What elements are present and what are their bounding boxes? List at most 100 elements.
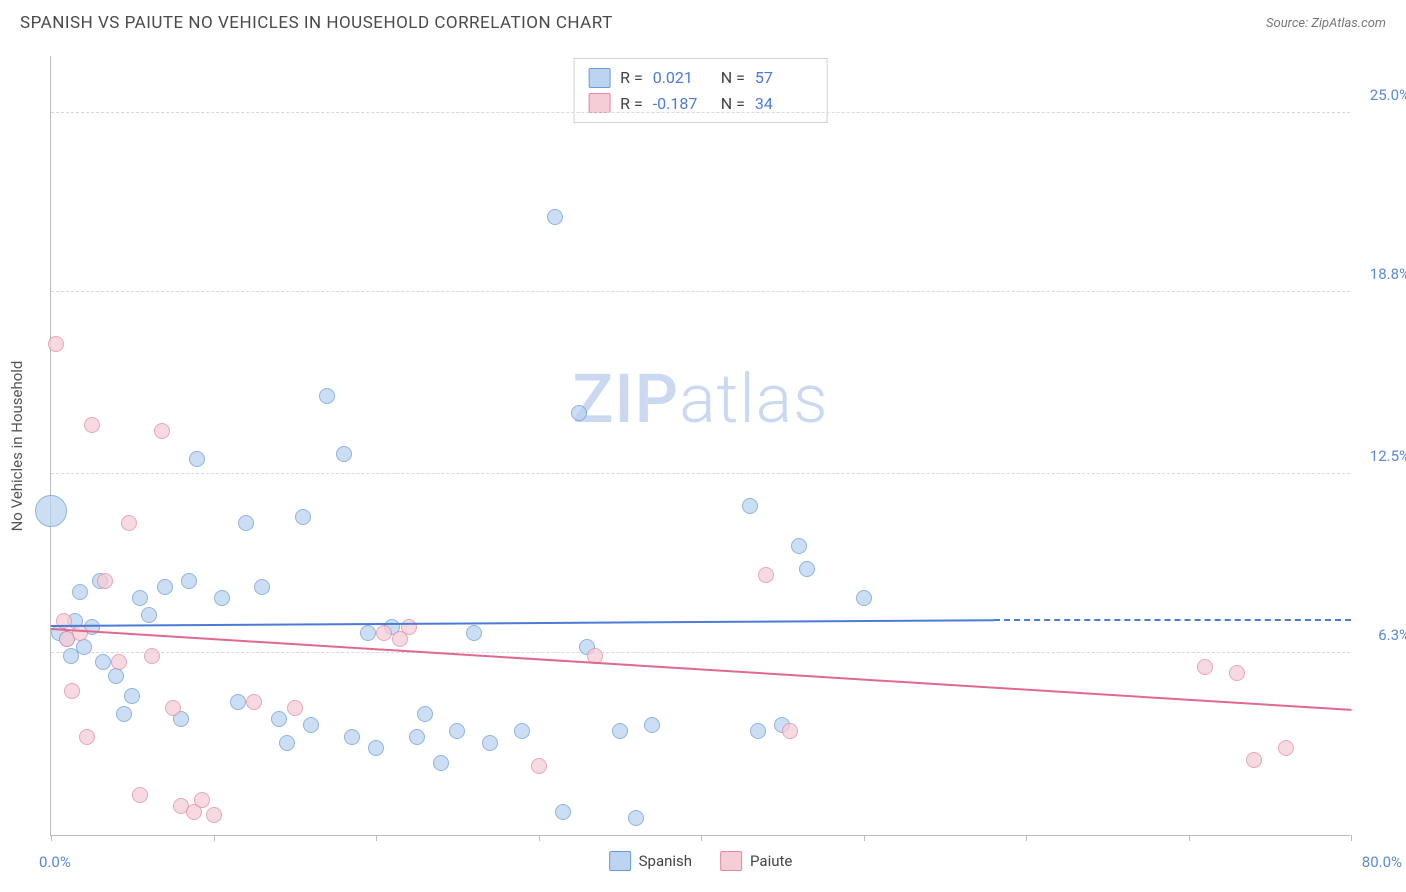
- gridline: [51, 112, 1350, 113]
- trendline: [994, 619, 1352, 621]
- data-point: [165, 700, 181, 716]
- data-point: [1197, 659, 1213, 675]
- data-point: [84, 417, 100, 433]
- data-point: [295, 509, 311, 525]
- series-legend: Spanish Paiute: [609, 851, 793, 871]
- data-point: [319, 388, 335, 404]
- data-point: [482, 735, 498, 751]
- data-point: [376, 625, 392, 641]
- r-value-spanish: 0.021: [653, 65, 711, 91]
- x-tick: [51, 835, 52, 841]
- data-point: [417, 706, 433, 722]
- gridline: [51, 291, 1350, 292]
- legend-swatch-icon: [720, 851, 742, 871]
- data-point: [791, 538, 807, 554]
- data-point: [64, 683, 80, 699]
- data-point: [154, 423, 170, 439]
- x-tick: [701, 835, 702, 841]
- data-point: [238, 515, 254, 531]
- data-point: [628, 810, 644, 826]
- y-tick-label: 25.0%: [1355, 86, 1406, 104]
- data-point: [401, 619, 417, 635]
- data-point: [612, 723, 628, 739]
- legend-swatch-icon: [609, 851, 631, 871]
- data-point: [230, 694, 246, 710]
- data-point: [72, 584, 88, 600]
- gridline: [51, 473, 1350, 474]
- data-point: [246, 694, 262, 710]
- data-point: [124, 688, 140, 704]
- data-point: [449, 723, 465, 739]
- data-point: [271, 711, 287, 727]
- chart-title: SPANISH VS PAIUTE NO VEHICLES IN HOUSEHO…: [20, 13, 613, 33]
- legend-item-spanish: Spanish: [609, 851, 692, 871]
- data-point: [97, 573, 113, 589]
- data-point: [571, 405, 587, 421]
- data-point: [303, 717, 319, 733]
- data-point: [111, 654, 127, 670]
- data-point: [758, 567, 774, 583]
- x-axis-max-label: 80.0%: [1362, 853, 1402, 871]
- data-point: [344, 729, 360, 745]
- data-point: [750, 723, 766, 739]
- data-point: [144, 648, 160, 664]
- data-point: [433, 755, 449, 771]
- scatter-plot-area: ZIPatlas No Vehicles in Household R = 0.…: [50, 56, 1350, 836]
- data-point: [856, 590, 872, 606]
- data-point: [254, 579, 270, 595]
- data-point: [336, 446, 352, 462]
- x-tick: [1026, 835, 1027, 841]
- x-axis-min-label: 0.0%: [39, 853, 71, 871]
- data-point: [360, 625, 376, 641]
- data-point: [555, 804, 571, 820]
- x-tick: [376, 835, 377, 841]
- n-value-spanish: 57: [755, 65, 813, 91]
- data-point: [95, 654, 111, 670]
- data-point: [35, 495, 67, 527]
- x-tick: [864, 835, 865, 841]
- legend-row-spanish: R = 0.021 N = 57: [588, 65, 813, 91]
- legend-swatch-spanish: [588, 68, 610, 88]
- x-tick: [539, 835, 540, 841]
- data-point: [368, 740, 384, 756]
- data-point: [214, 590, 230, 606]
- data-point: [531, 758, 547, 774]
- data-point: [121, 515, 137, 531]
- data-point: [1246, 752, 1262, 768]
- data-point: [1278, 740, 1294, 756]
- y-tick-label: 12.5%: [1355, 447, 1406, 465]
- source-attribution: Source: ZipAtlas.com: [1266, 16, 1386, 31]
- data-point: [181, 573, 197, 589]
- data-point: [141, 607, 157, 623]
- y-tick-label: 6.3%: [1355, 626, 1406, 644]
- data-point: [466, 625, 482, 641]
- data-point: [1229, 665, 1245, 681]
- data-point: [189, 451, 205, 467]
- data-point: [116, 706, 132, 722]
- data-point: [547, 209, 563, 225]
- data-point: [287, 700, 303, 716]
- data-point: [782, 723, 798, 739]
- data-point: [194, 792, 210, 808]
- legend-swatch-paiute: [588, 93, 610, 113]
- gridline: [51, 652, 1350, 653]
- data-point: [514, 723, 530, 739]
- x-tick: [214, 835, 215, 841]
- correlation-legend: R = 0.021 N = 57 R = -0.187 N = 34: [573, 58, 828, 123]
- data-point: [76, 639, 92, 655]
- data-point: [799, 561, 815, 577]
- data-point: [742, 498, 758, 514]
- data-point: [644, 717, 660, 733]
- data-point: [72, 625, 88, 641]
- data-point: [48, 336, 64, 352]
- x-tick: [1189, 835, 1190, 841]
- data-point: [108, 668, 124, 684]
- data-point: [206, 807, 222, 823]
- data-point: [279, 735, 295, 751]
- x-tick: [1351, 835, 1352, 841]
- data-point: [132, 590, 148, 606]
- header-bar: SPANISH VS PAIUTE NO VEHICLES IN HOUSEHO…: [0, 0, 1406, 46]
- legend-item-paiute: Paiute: [720, 851, 792, 871]
- data-point: [132, 787, 148, 803]
- data-point: [157, 579, 173, 595]
